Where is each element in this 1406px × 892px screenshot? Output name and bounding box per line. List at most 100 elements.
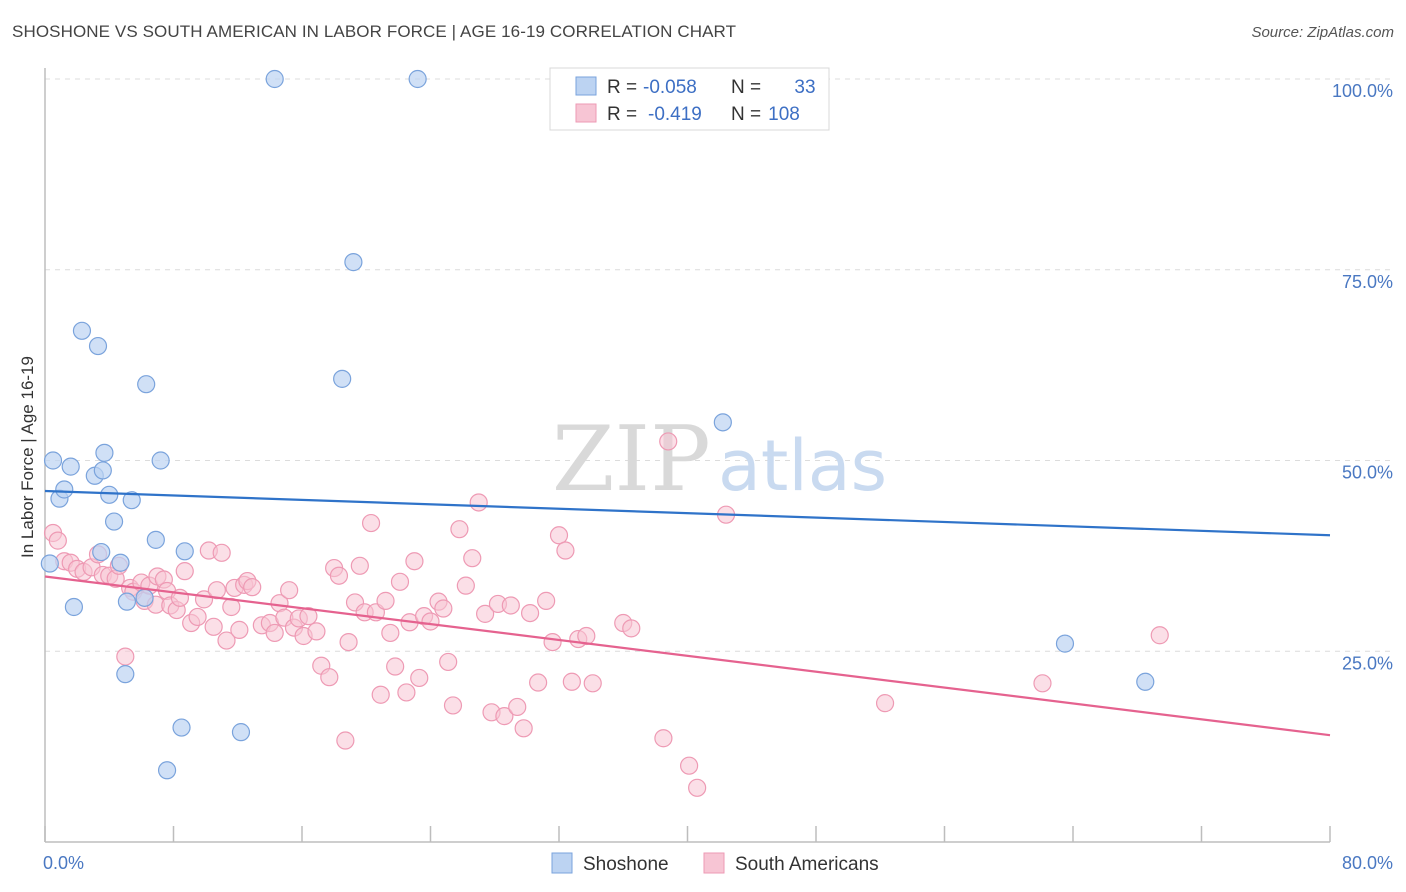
south-americans-point-102 xyxy=(680,756,699,775)
south-americans-point-49 xyxy=(299,607,318,626)
shoshone-points xyxy=(40,69,1155,780)
south-americans-point-54 xyxy=(329,566,349,585)
shoshone-point-26 xyxy=(333,369,352,388)
south-americans-point-64 xyxy=(381,623,400,643)
y-tick-labels: 25.0% 50.0% 75.0% 100.0% xyxy=(1332,81,1393,673)
south-americans-point-63 xyxy=(376,591,395,610)
south-americans-point-99 xyxy=(622,619,641,638)
shoshone-point-24 xyxy=(231,723,251,742)
source-credit: Source: ZipAtlas.com xyxy=(1251,24,1394,41)
south-americans-point-56 xyxy=(339,632,358,652)
south-americans-point-76 xyxy=(443,696,463,715)
x-tick-label-1: 80.0% xyxy=(1342,853,1393,873)
south-americans-point-27 xyxy=(188,607,207,627)
south-americans-point-75 xyxy=(439,652,458,672)
shoshone-point-20 xyxy=(151,451,170,470)
south-americans-point-89 xyxy=(529,673,548,692)
south-americans-point-36 xyxy=(230,620,249,639)
south-americans-point-12 xyxy=(116,647,135,666)
shoshone-point-8 xyxy=(92,542,111,562)
legend-swatch-shoshone xyxy=(575,76,597,96)
x-tick-label-0: 0.0% xyxy=(43,853,84,873)
south-americans-point-77 xyxy=(450,520,469,539)
shoshone-point-11 xyxy=(100,485,119,504)
y-tick-label-0: 25.0% xyxy=(1342,653,1393,673)
south-americans-point-62 xyxy=(371,685,390,704)
shoshone-point-30 xyxy=(1055,634,1075,653)
south-americans-point-96 xyxy=(577,626,596,646)
shoshone-point-22 xyxy=(157,761,177,780)
trend-lines xyxy=(44,489,1331,737)
south-americans-point-79 xyxy=(463,549,482,568)
south-americans-point-67 xyxy=(397,683,416,702)
south-americans-point-100 xyxy=(654,729,673,748)
legend-n-value-1: 33 xyxy=(794,77,815,98)
south-americans-point-65 xyxy=(386,657,405,676)
bottom-legend-label-south-americans: South Americans xyxy=(735,854,879,875)
south-americans-point-33 xyxy=(217,631,236,650)
south-americans-point-50 xyxy=(307,622,326,641)
shoshone-point-29 xyxy=(713,413,732,432)
shoshone-point-21 xyxy=(175,542,194,561)
south-americans-point-97 xyxy=(583,674,602,693)
south-americans-point-69 xyxy=(405,552,424,571)
bottom-legend-label-shoshone: Shoshone xyxy=(583,854,669,875)
y-axis-title: In Labor Force | Age 16-19 xyxy=(18,356,37,558)
shoshone-point-31 xyxy=(1136,672,1155,691)
shoshone-point-17 xyxy=(135,588,154,607)
shoshone-point-7 xyxy=(88,336,108,356)
south-americans-point-52 xyxy=(320,668,339,687)
south-americans-point-60 xyxy=(361,513,381,533)
south-americans-point-32 xyxy=(212,543,231,562)
bottom-legend-swatch-south-americans xyxy=(703,852,725,874)
south-americans-point-42 xyxy=(265,623,284,643)
top-legend: R = -0.058 N = 33 R = -0.419 N = 108 xyxy=(549,67,830,131)
south-americans-point-25 xyxy=(175,562,194,581)
shoshone-point-10 xyxy=(95,443,114,462)
south-americans-point-45 xyxy=(280,581,299,600)
shoshone-point-5 xyxy=(72,321,92,340)
shoshone-point-3 xyxy=(55,480,74,499)
shoshone-point-32 xyxy=(64,597,84,617)
south-americans-point-30 xyxy=(204,617,223,636)
south-americans-point-103 xyxy=(688,778,707,797)
shoshone-point-13 xyxy=(111,553,130,572)
shoshone-point-27 xyxy=(344,253,363,272)
shoshone-point-15 xyxy=(116,665,135,684)
south-americans-point-107 xyxy=(1150,626,1169,645)
legend-swatch-south-americans xyxy=(575,103,597,123)
south-americans-point-78 xyxy=(456,576,475,595)
south-americans-trend-line xyxy=(44,575,1331,737)
legend-r-label-1: R = xyxy=(607,77,637,98)
chart-title: SHOSHONE VS SOUTH AMERICAN IN LABOR FORC… xyxy=(12,22,737,41)
south-americans-point-85 xyxy=(501,596,520,615)
y-tick-label-3: 100.0% xyxy=(1332,81,1393,101)
shoshone-point-14 xyxy=(117,592,137,611)
axes xyxy=(44,68,1331,843)
shoshone-point-25 xyxy=(265,69,284,89)
watermark-atlas: atlas xyxy=(718,425,887,507)
south-americans-point-88 xyxy=(520,603,540,623)
south-americans-point-70 xyxy=(410,668,429,688)
south-americans-point-80 xyxy=(469,493,488,512)
south-americans-point-101 xyxy=(659,432,678,451)
south-americans-point-1 xyxy=(48,531,67,550)
shoshone-point-19 xyxy=(146,530,165,549)
shoshone-point-28 xyxy=(408,69,427,89)
south-americans-point-87 xyxy=(514,719,533,738)
south-americans-point-66 xyxy=(390,572,410,591)
y-tick-label-2: 75.0% xyxy=(1342,272,1393,292)
shoshone-point-18 xyxy=(137,375,156,394)
south-americans-point-90 xyxy=(537,591,556,610)
south-americans-point-86 xyxy=(508,697,527,717)
shoshone-point-16 xyxy=(122,491,141,510)
shoshone-point-1 xyxy=(43,451,63,470)
bottom-legend-swatch-shoshone xyxy=(551,852,573,874)
shoshone-point-9 xyxy=(93,461,112,480)
south-americans-point-39 xyxy=(243,578,262,597)
shoshone-trend-line xyxy=(44,489,1331,537)
bottom-legend: Shoshone South Americans xyxy=(551,852,879,875)
south-americans-point-81 xyxy=(476,604,495,623)
legend-n-label-1: N = xyxy=(731,77,761,98)
